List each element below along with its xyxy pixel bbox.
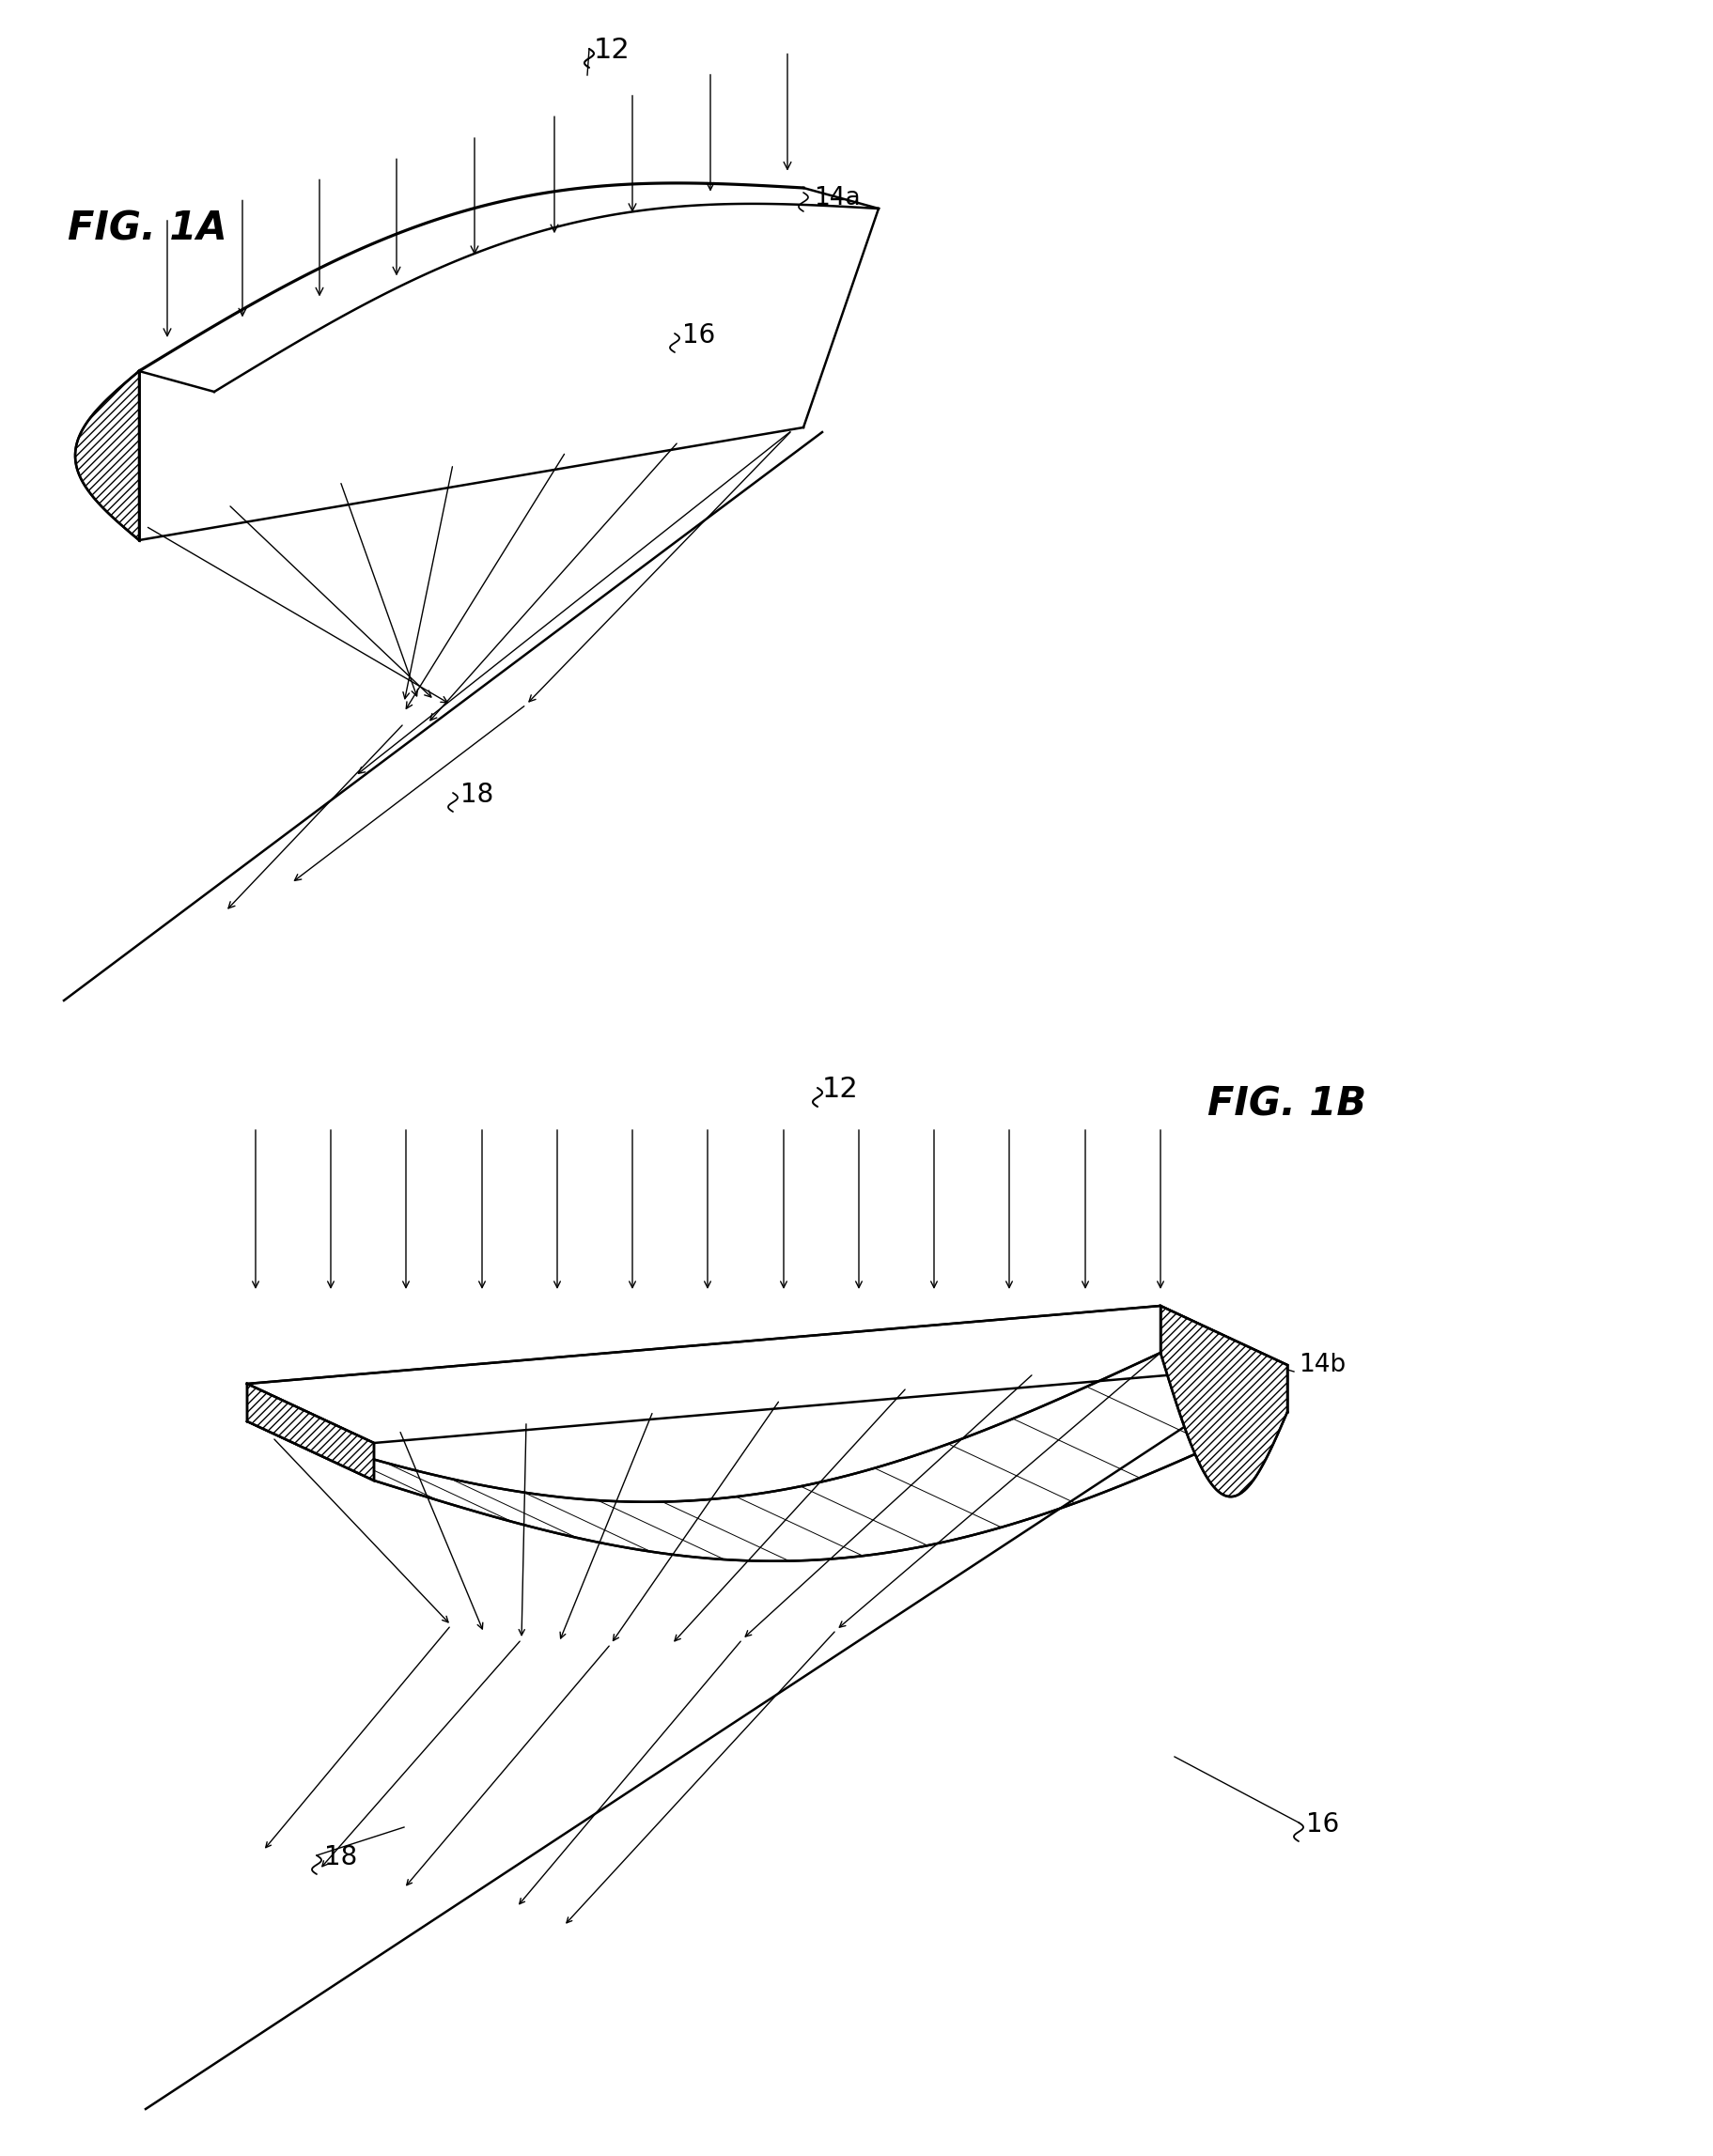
Text: 18: 18 bbox=[461, 783, 493, 808]
Polygon shape bbox=[247, 1352, 1286, 1561]
Text: 18: 18 bbox=[324, 1843, 356, 1871]
Polygon shape bbox=[247, 1384, 373, 1481]
Text: 14a: 14a bbox=[814, 185, 860, 211]
Text: 14b: 14b bbox=[1298, 1352, 1345, 1378]
Text: 16: 16 bbox=[1305, 1811, 1338, 1837]
Text: 12: 12 bbox=[593, 37, 630, 65]
Polygon shape bbox=[247, 1307, 1286, 1442]
Text: 16: 16 bbox=[682, 321, 714, 349]
Polygon shape bbox=[1160, 1307, 1286, 1496]
Text: 12: 12 bbox=[822, 1076, 858, 1104]
Text: FIG. 1B: FIG. 1B bbox=[1206, 1084, 1365, 1125]
Polygon shape bbox=[75, 371, 139, 541]
Text: FIG. 1A: FIG. 1A bbox=[67, 209, 226, 248]
